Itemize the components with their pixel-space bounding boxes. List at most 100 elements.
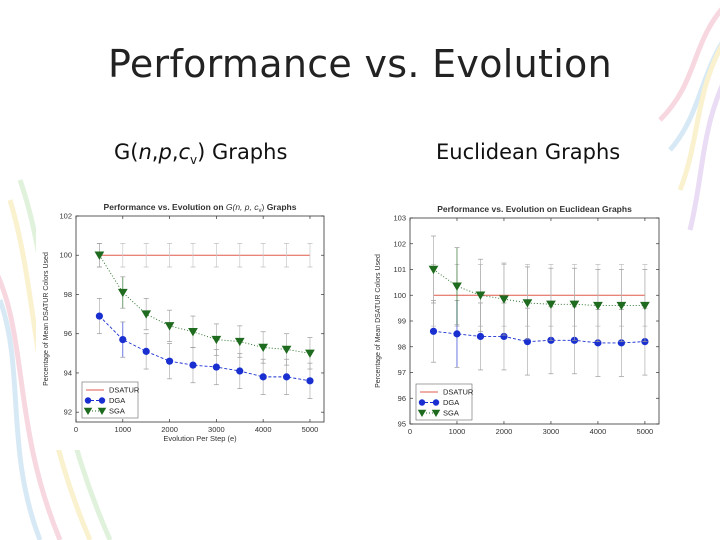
legend-label: DGA (109, 396, 125, 405)
y-tick-label: 96 (64, 329, 72, 338)
dga-point (429, 327, 438, 335)
y-tick-label: 92 (64, 408, 72, 417)
chart-gnp-graphs: Performance vs. Evolution on G(n, p, cv)… (36, 192, 334, 450)
legend-label: DSATUR (443, 388, 474, 397)
dga-point (142, 347, 150, 355)
y-tick-label: 102 (393, 239, 406, 248)
y-tick-label: 97 (398, 368, 406, 377)
sga-point (616, 301, 627, 311)
dga-point (119, 336, 127, 344)
subtitle-right: Euclidean Graphs (436, 140, 621, 164)
x-tick-label: 5000 (637, 427, 654, 436)
y-tick-label: 100 (59, 251, 72, 260)
sga-point (499, 295, 509, 304)
sga-point (640, 301, 650, 311)
dga-line (99, 315, 311, 382)
x-tick-label: 1000 (449, 427, 466, 436)
legend-box (415, 383, 473, 421)
y-tick-label: 100 (393, 291, 406, 300)
slide-title: Performance vs. Evolution (107, 42, 612, 86)
dga-point (453, 330, 461, 338)
dga-point (282, 373, 291, 381)
sga-point (188, 328, 198, 337)
dga-point (306, 377, 314, 385)
legend-dga-swatch (418, 399, 426, 406)
y-tick-label: 95 (398, 420, 406, 429)
subtitle-left-part: v (190, 153, 198, 168)
dga-line (433, 330, 645, 344)
legend-sga-swatch (417, 409, 427, 418)
legend-sga-swatch (431, 409, 441, 418)
subtitle-left-part: c (178, 140, 191, 164)
dga-point (236, 367, 244, 375)
x-tick-label: 2000 (496, 427, 513, 436)
sga-point (305, 349, 315, 358)
y-tick-label: 101 (393, 265, 406, 274)
sga-point (211, 335, 222, 345)
x-tick-label: 4000 (590, 427, 607, 436)
sga-line (433, 269, 645, 306)
x-tick-label: 3000 (543, 427, 560, 436)
x-tick-label: 5000 (302, 425, 319, 434)
chart-title: Performance vs. Evolution on G(n, p, cv)… (104, 202, 297, 214)
sga-point (281, 345, 292, 354)
y-axis-label: Percentage of Mean DSATUR Colors Used (375, 254, 382, 388)
subtitle-left-part: Graphs (205, 140, 288, 164)
legend-dga-swatch (98, 397, 106, 404)
x-tick-label: 4000 (255, 425, 272, 434)
dga-point (617, 339, 626, 347)
legend-dga-swatch (432, 399, 440, 406)
chart-title: Performance vs. Evolution on Euclidean G… (437, 204, 632, 214)
legend-label: DSATUR (109, 386, 140, 395)
dga-point (523, 338, 532, 346)
sga-line (99, 254, 311, 354)
sga-point (117, 288, 128, 298)
subtitle-left-part: G( (114, 140, 139, 164)
sga-point (569, 300, 580, 309)
subtitle-left-part: n (138, 140, 152, 164)
y-tick-label: 98 (398, 342, 406, 351)
series-sga (94, 243, 315, 370)
x-tick-label: 0 (408, 427, 412, 436)
y-axis-label: Percentage of Mean DSATUR Colors Used (43, 252, 50, 386)
dga-point (476, 332, 485, 341)
sga-point (593, 301, 603, 311)
subtitle-left: G(n,p,cv) Graphs (114, 140, 287, 167)
legend-label: SGA (443, 409, 459, 418)
x-tick-label: 3000 (208, 425, 225, 434)
dga-point (212, 363, 220, 371)
y-tick-label: 99 (398, 317, 406, 326)
y-tick-label: 102 (59, 212, 72, 221)
dga-point (189, 361, 197, 369)
dga-point (165, 357, 174, 365)
sga-point (522, 299, 533, 308)
subtitle-left-part: , (171, 140, 179, 164)
y-tick-label: 96 (398, 394, 406, 403)
series-sga (428, 235, 650, 342)
series-dga (429, 300, 649, 377)
sga-point (164, 322, 175, 331)
sga-point (258, 343, 269, 353)
legend-box (81, 381, 139, 419)
subtitle-left-part: p (158, 140, 172, 164)
legend-sga-swatch (83, 407, 93, 416)
sga-point (141, 310, 152, 319)
sga-point (234, 337, 245, 347)
legend-label: SGA (109, 407, 125, 416)
x-tick-label: 2000 (161, 425, 178, 434)
chart-gnp-svg: Performance vs. Evolution on G(n, p, cv)… (36, 192, 334, 450)
dga-point (95, 312, 103, 320)
x-tick-label: 0 (74, 425, 78, 434)
y-tick-label: 98 (64, 290, 72, 299)
legend-sga-swatch (97, 407, 107, 416)
dga-point (500, 332, 508, 341)
sga-point (428, 265, 439, 275)
dga-point (259, 373, 267, 381)
x-tick-label: 1000 (114, 425, 131, 434)
sga-point (475, 291, 486, 300)
y-tick-label: 94 (64, 368, 72, 377)
x-axis-label: Evolution Per Step (e) (163, 434, 237, 443)
subtitle-left-part: , (151, 140, 159, 164)
